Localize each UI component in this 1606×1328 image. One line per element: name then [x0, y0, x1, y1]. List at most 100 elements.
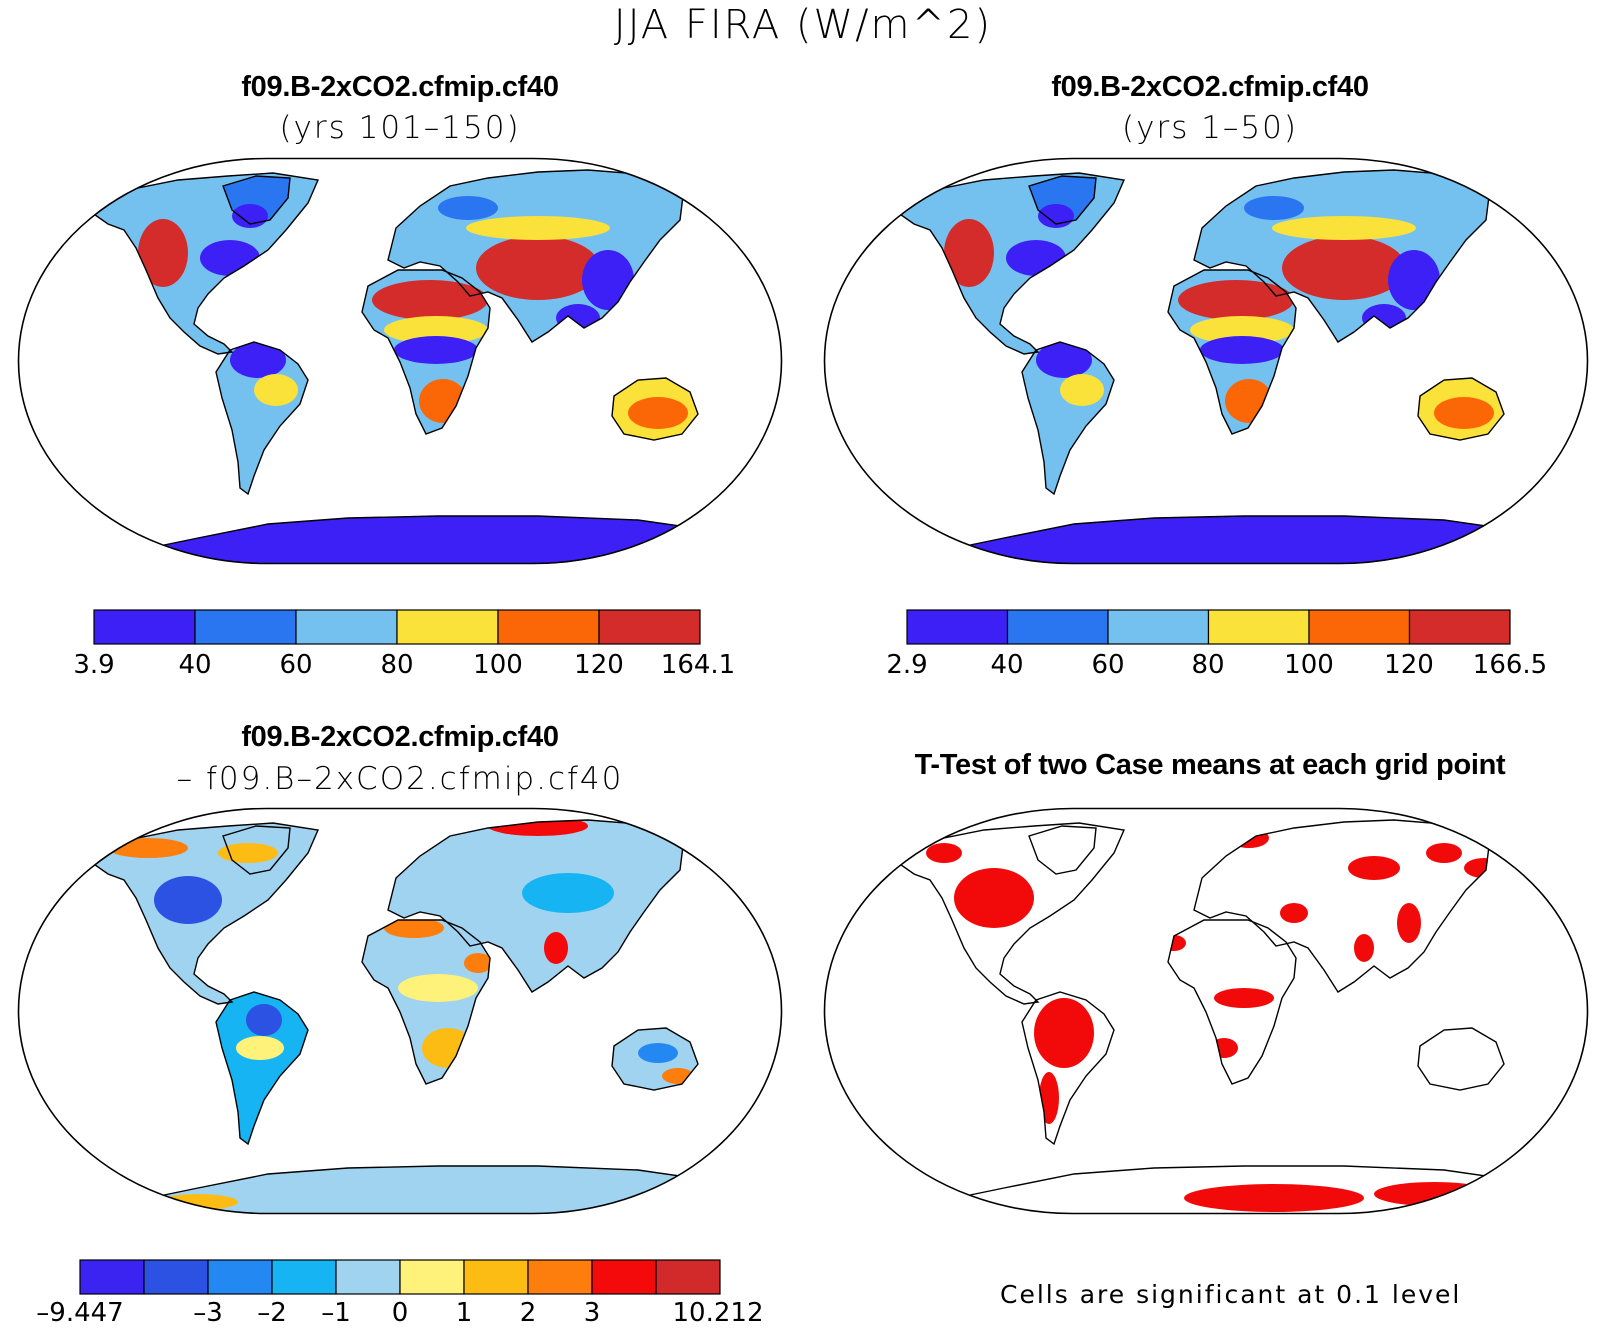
field-patch-11: [1388, 250, 1440, 310]
colorbar-bottom-left-tick-3: –1: [321, 1298, 351, 1328]
panel-subtitle-top-right: (yrs 1–50): [1122, 110, 1298, 146]
colorbar-bottom-left-tick-2: –2: [257, 1298, 287, 1328]
coastline-antarctica: [943, 515, 1567, 564]
land-field: [88, 170, 758, 564]
coastline-samerica: [215, 341, 309, 496]
colorbar-box-1: [1006, 609, 1109, 645]
colorbar-box-5: [598, 609, 701, 645]
field-patch-5: [1280, 903, 1308, 923]
map-frame: [823, 807, 1589, 1215]
panel-title-top-right: f09.B-2xCO2.cfmip.cf40: [1051, 71, 1369, 103]
colorbar-box-1: [194, 609, 297, 645]
colorbar-bottom-left-tick-4: 0: [391, 1298, 409, 1328]
field-patch-3: [1036, 342, 1092, 378]
colorbar-box-1: [143, 1259, 209, 1295]
field-patch-8: [1214, 988, 1274, 1008]
field-patch-14: [158, 1194, 238, 1210]
colorbar-top-right-tick-2: 60: [1091, 650, 1125, 680]
coastline-australia: [611, 377, 699, 441]
colorbar-top-right: [906, 609, 1511, 645]
colorbar-box-6: [463, 1259, 529, 1295]
field-patch-6: [1190, 316, 1294, 344]
field-patch-13: [638, 1043, 678, 1063]
field-patch-10: [398, 974, 478, 1002]
panel-title-bottom-right: T-Test of two Case means at each grid po…: [914, 749, 1506, 781]
colorbar-box-2: [207, 1259, 273, 1295]
land-antarctica: [140, 516, 758, 564]
colorbar-box-3: [271, 1259, 337, 1295]
map-frame: [17, 807, 783, 1215]
coastline-eurasia: [387, 819, 684, 993]
colorbar-top-left-tick-0: 3.9: [73, 650, 115, 680]
coastline-samerica: [1021, 341, 1115, 496]
map-content: [824, 158, 1588, 564]
colorbar-bottom-left-tick-0: –9.447: [36, 1298, 124, 1328]
field-patch-14: [1426, 843, 1462, 863]
colorbar-box-0: [79, 1259, 145, 1295]
colorbar-bottom-left: [79, 1259, 721, 1295]
field-patch-11: [522, 873, 614, 913]
field-patch-9: [1282, 236, 1406, 300]
panel-subtitle-top-left: (yrs 101–150): [279, 110, 521, 146]
field-patch-4: [236, 1036, 284, 1060]
colorbar-box-3: [396, 609, 499, 645]
coastline-namerica: [86, 822, 320, 1005]
colorbar-top-left: [93, 609, 701, 645]
colorbar-box-2: [1107, 609, 1210, 645]
field-patch-4: [1060, 374, 1104, 406]
coastline-africa: [361, 919, 491, 1085]
field-patch-14: [1244, 196, 1304, 220]
coastline-greenland: [1028, 825, 1097, 875]
coastline-namerica: [86, 172, 320, 355]
colorbar-top-right-tick-4: 100: [1284, 650, 1334, 680]
field-patch-7: [1200, 336, 1284, 364]
field-patch-5: [372, 280, 488, 320]
colorbar-top-left-tick-4: 100: [473, 650, 523, 680]
field-patch-2: [218, 843, 278, 863]
coastline-namerica: [892, 172, 1126, 355]
colorbar-top-right-tick-6: 166.5: [1472, 650, 1548, 680]
colorbar-bottom-left-tick-7: 3: [583, 1298, 601, 1328]
field-patch-13: [1434, 397, 1494, 429]
field-patch-3: [246, 1004, 282, 1036]
field-patch-13: [1374, 1182, 1494, 1206]
colorbar-box-5: [1408, 609, 1511, 645]
coastline-eurasia: [1193, 169, 1490, 343]
colorbar-box-2: [295, 609, 398, 645]
land-samerica: [216, 992, 308, 1144]
colorbar-box-4: [497, 609, 600, 645]
map-bottom-left: [17, 807, 783, 1215]
field-patch-5: [384, 918, 444, 938]
colorbar-box-0: [93, 609, 196, 645]
coastline-antarctica: [137, 515, 761, 564]
field-patch-5: [1178, 280, 1294, 320]
coastline-africa: [1167, 269, 1297, 435]
field-patch-0: [944, 219, 994, 287]
field-patch-6: [1354, 934, 1374, 962]
colorbar-top-left-tick-5: 120: [574, 650, 624, 680]
coastline-africa: [1167, 919, 1297, 1085]
field-patch-0: [154, 876, 222, 924]
land-antarctica: [140, 1166, 758, 1214]
field-patch-0: [138, 219, 188, 287]
coastline-eurasia: [1193, 819, 1490, 993]
field-patch-9: [476, 236, 600, 300]
map-top-left: [17, 157, 783, 565]
coastline-greenland: [222, 175, 291, 225]
colorbar-top-right-tick-5: 120: [1384, 650, 1434, 680]
field-patch-14: [438, 196, 498, 220]
colorbar-box-7: [527, 1259, 593, 1295]
land-antarctica: [946, 516, 1564, 564]
colorbar-top-right-tick-3: 80: [1191, 650, 1225, 680]
land-field: [894, 820, 1564, 1214]
coastline-samerica: [1021, 991, 1115, 1146]
colorbar-box-3: [1207, 609, 1310, 645]
colorbar-bottom-left-tick-1: –3: [193, 1298, 223, 1328]
field-patch-11: [582, 250, 634, 310]
significance-note: Cells are significant at 0.1 level: [1000, 1280, 1462, 1309]
land-eurasia: [1194, 820, 1489, 992]
map-top-right: [823, 157, 1589, 565]
coastline-samerica: [215, 991, 309, 1146]
field-patch-6: [384, 316, 488, 344]
colorbar-top-left-tick-1: 40: [178, 650, 212, 680]
